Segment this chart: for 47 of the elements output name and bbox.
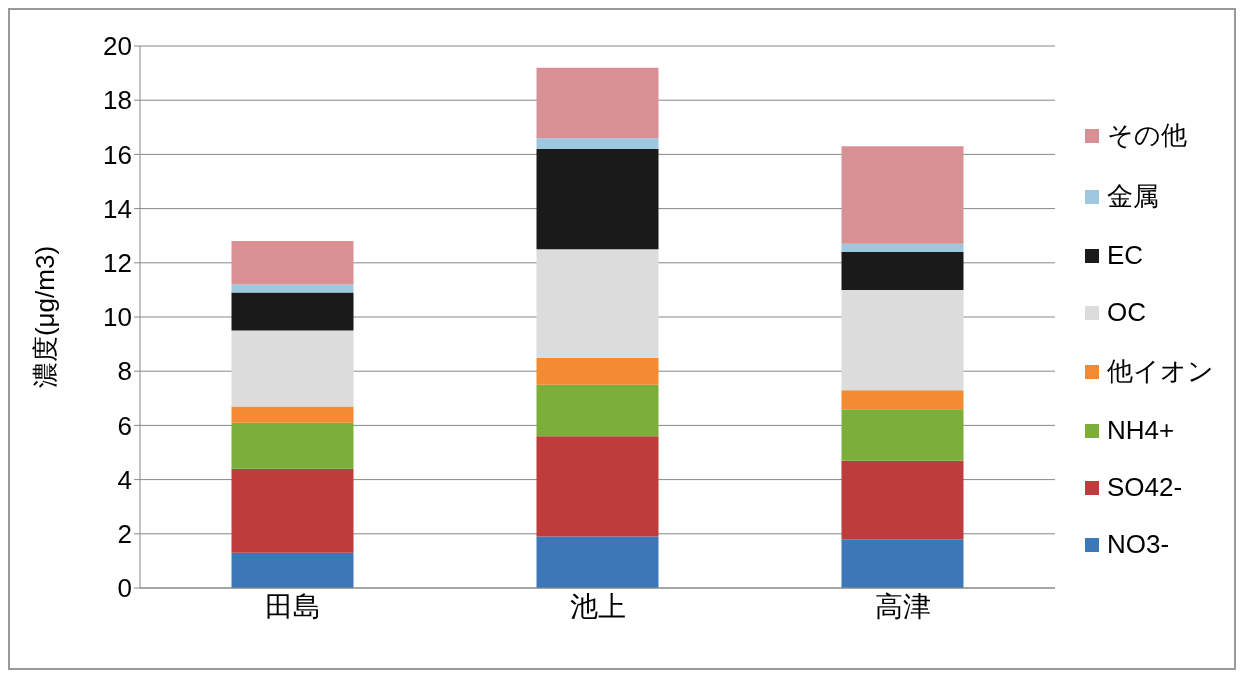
y-tick-label: 4 <box>117 464 132 495</box>
y-tick-label: 10 <box>103 302 132 333</box>
bar <box>231 284 354 293</box>
bar <box>536 138 659 149</box>
y-tick-label: 12 <box>103 248 132 279</box>
y-tick-label: 8 <box>117 356 132 387</box>
y-tick-label: 20 <box>103 31 132 62</box>
y-tick-label: 18 <box>103 85 132 116</box>
bar <box>841 251 964 290</box>
bar <box>536 436 659 537</box>
bar <box>231 468 354 553</box>
bar <box>536 536 659 588</box>
legend-label: EC <box>1107 240 1144 271</box>
legend-label: NO3- <box>1107 529 1170 560</box>
bar <box>841 539 964 588</box>
bar <box>841 390 964 410</box>
bar <box>536 357 659 385</box>
bar <box>841 243 964 252</box>
legend-label: 金属 <box>1107 180 1159 213</box>
bar <box>841 289 964 391</box>
y-tick-label: 16 <box>103 139 132 170</box>
x-tick-label: 田島 <box>264 590 321 622</box>
legend-label: 他イオン <box>1107 355 1214 388</box>
bar <box>536 148 659 250</box>
legend-label: NH4+ <box>1107 415 1175 446</box>
bar <box>231 422 354 469</box>
x-tick-label: 池上 <box>569 590 626 622</box>
y-tick-label: 0 <box>117 573 132 604</box>
bar <box>231 241 354 285</box>
bar <box>231 292 354 331</box>
x-tick-label: 高津 <box>874 590 931 622</box>
legend-label: その他 <box>1107 119 1187 152</box>
bar <box>841 409 964 461</box>
y-tick-label: 2 <box>117 519 132 550</box>
y-tick-label: 6 <box>117 410 132 441</box>
bar <box>231 406 354 423</box>
y-axis-title: 濃度(μg/m3) <box>30 245 61 389</box>
bar <box>841 460 964 540</box>
y-tick-label: 14 <box>103 193 132 224</box>
bar <box>231 330 354 407</box>
bar <box>231 552 354 588</box>
bar <box>536 67 659 139</box>
bar <box>536 249 659 358</box>
bar <box>536 384 659 437</box>
legend-label: SO42- <box>1107 472 1183 503</box>
bar <box>841 146 964 244</box>
legend-label: OC <box>1107 297 1146 328</box>
